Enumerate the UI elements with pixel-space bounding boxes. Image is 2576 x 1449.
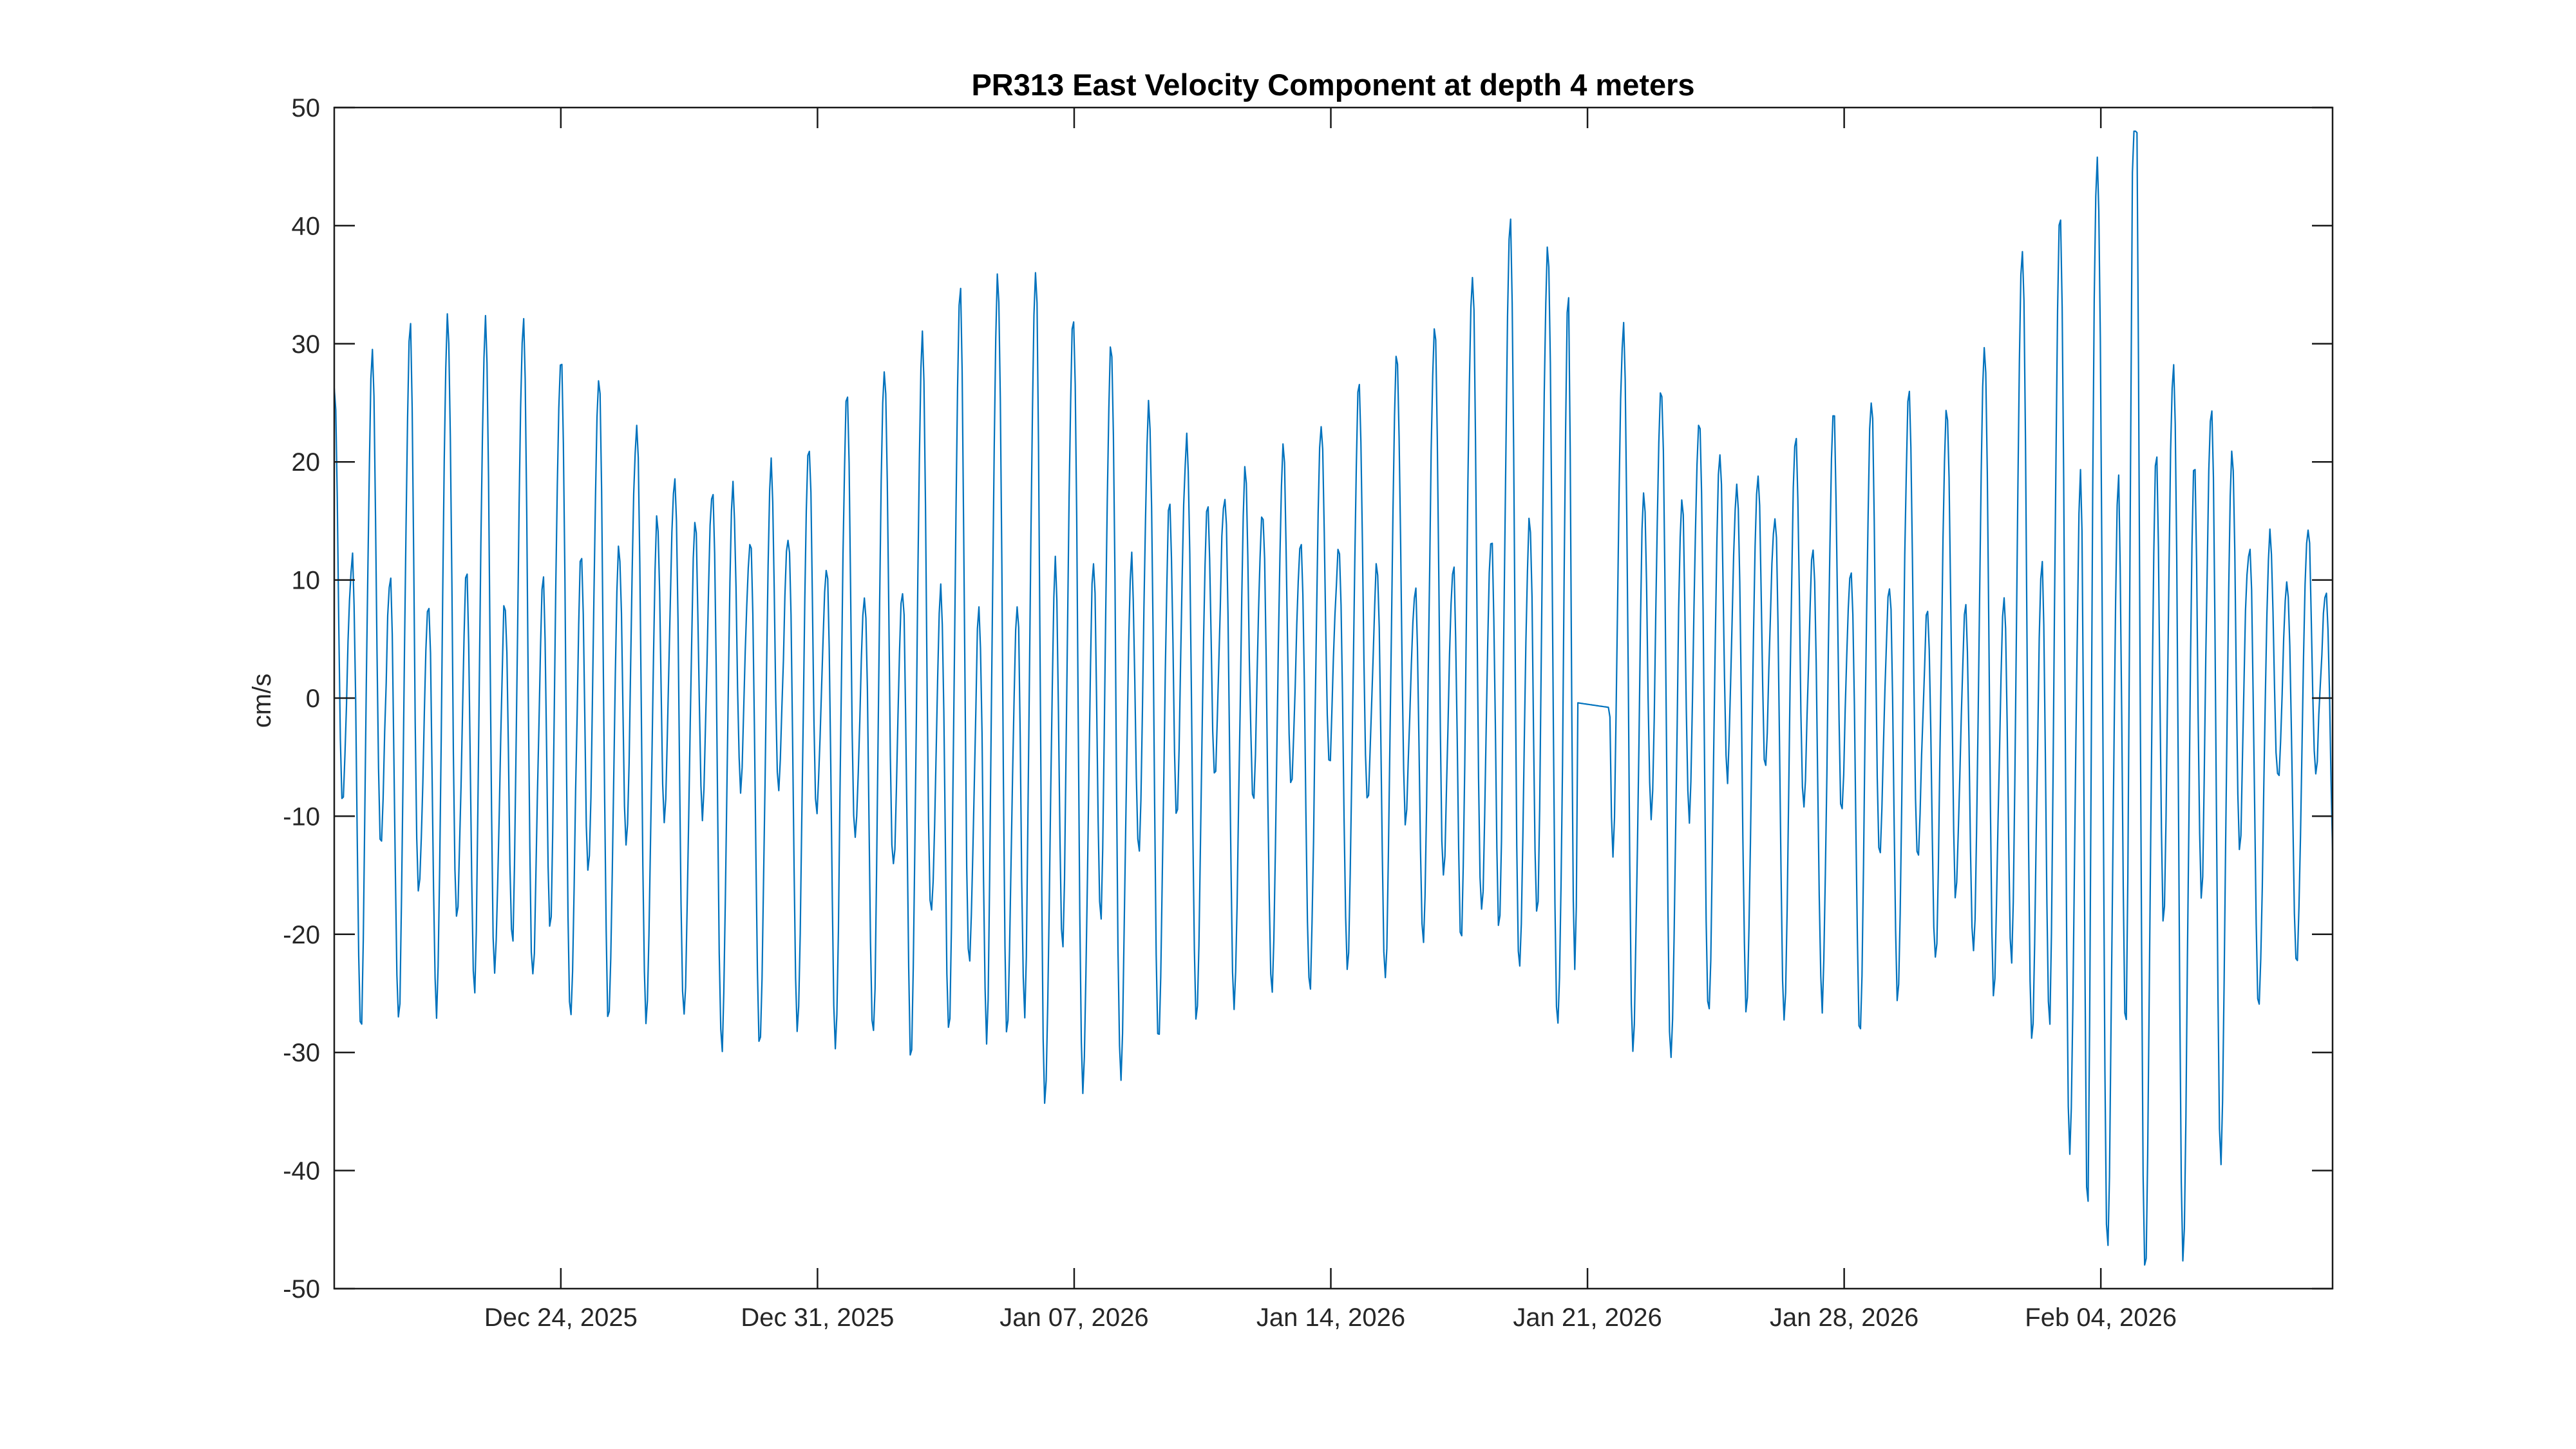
- y-tick-label: 10: [292, 567, 321, 595]
- y-tick-label: 0: [306, 685, 320, 713]
- x-tick-label: Dec 31, 2025: [741, 1303, 894, 1332]
- x-tick-label: Jan 07, 2026: [999, 1303, 1148, 1332]
- plot-background: [334, 108, 2333, 1289]
- axis-ticks: [334, 106, 2333, 1290]
- y-tick-label: 40: [292, 212, 321, 240]
- x-tick-label: Dec 24, 2025: [484, 1303, 638, 1332]
- y-tick-label: -20: [283, 921, 320, 949]
- axis-tick-labels: -50 -40 -30 -20 -10 0 10 20 30 40 50 Dec 24, 2025 De…: [283, 94, 2177, 1332]
- y-tick-label: -40: [283, 1157, 320, 1186]
- y-tick-label: -10: [283, 802, 320, 831]
- y-axis-label: cm/s: [248, 674, 276, 728]
- chart-title: PR313 East Velocity Component at depth 4…: [971, 68, 1694, 102]
- x-tick-label: Feb 04, 2026: [2025, 1303, 2177, 1332]
- y-tick-label: 30: [292, 330, 321, 359]
- y-tick-label: -30: [283, 1039, 320, 1067]
- x-tick-label: Jan 21, 2026: [1513, 1303, 1662, 1332]
- y-tick-label: -50: [283, 1275, 320, 1303]
- velocity-line-series: [333, 130, 2334, 1266]
- x-tick-label: Jan 14, 2026: [1256, 1303, 1405, 1332]
- x-tick-label: Jan 28, 2026: [1770, 1303, 1918, 1332]
- y-tick-label: 20: [292, 448, 321, 477]
- y-tick-label: 50: [292, 94, 321, 122]
